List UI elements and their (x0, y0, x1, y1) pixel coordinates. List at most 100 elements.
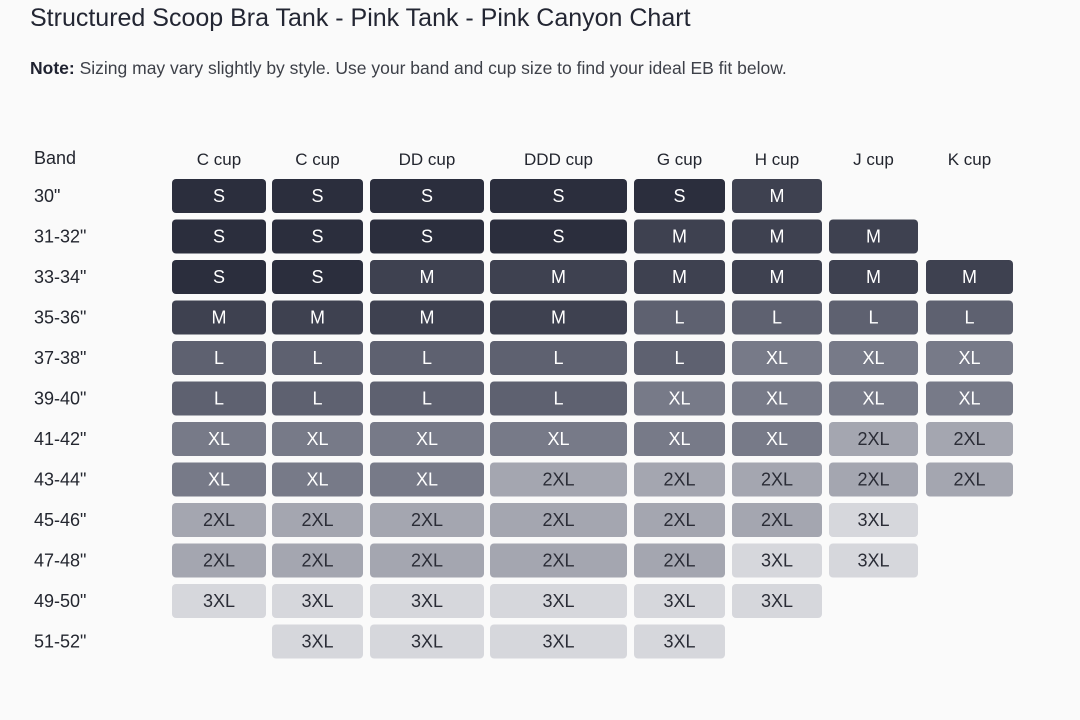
size-cell (490, 260, 627, 294)
size-cell (370, 503, 484, 537)
size-cell-label: L (312, 348, 322, 368)
size-cell (732, 179, 822, 213)
size-cell-label: S (311, 227, 323, 247)
size-cell-label: 3XL (411, 591, 443, 611)
size-cell-label: XL (862, 389, 884, 409)
size-cell-label: 2XL (203, 510, 235, 530)
size-cell-label: M (672, 227, 687, 247)
size-cell-label: M (310, 308, 325, 328)
size-cell-label: 3XL (663, 591, 695, 611)
size-cell-label: XL (668, 429, 690, 449)
size-cell (172, 300, 266, 335)
size-cell (172, 381, 266, 416)
size-cell-label: 2XL (542, 510, 574, 530)
size-cell (370, 260, 484, 294)
note-label: Note: (30, 58, 75, 78)
column-header-dd-cup: DD cup (399, 150, 456, 169)
size-cell-label: L (674, 308, 684, 328)
size-cell (490, 341, 627, 375)
size-cell-label: L (312, 389, 322, 409)
size-cell-label: S (552, 227, 564, 247)
size-cell (490, 219, 627, 254)
size-cell-label: 3XL (663, 632, 695, 652)
note-text: Sizing may vary slightly by style. Use y… (79, 58, 787, 78)
size-cell-label: 3XL (203, 591, 235, 611)
size-cell-label: 2XL (301, 551, 333, 571)
size-cell-label: 2XL (663, 510, 695, 530)
band-label-row: 51-52" (34, 632, 86, 652)
size-cell (272, 219, 363, 254)
size-cell (370, 179, 484, 213)
size-cell (370, 300, 484, 335)
size-cell-label: 2XL (663, 551, 695, 571)
size-cell-label: S (213, 186, 225, 206)
size-cell (490, 422, 627, 456)
size-cell (926, 341, 1013, 375)
size-cell-label: S (213, 227, 225, 247)
size-cell-label: M (420, 267, 435, 287)
size-cell-label: 2XL (411, 510, 443, 530)
size-cell (634, 584, 725, 618)
column-header-h-cup: H cup (755, 150, 799, 169)
size-cell (272, 341, 363, 375)
size-cell (172, 543, 266, 578)
size-cell-label: 3XL (761, 591, 793, 611)
size-cell (634, 260, 725, 294)
size-cell-label: XL (547, 429, 569, 449)
size-cell (172, 219, 266, 254)
size-cell (370, 584, 484, 618)
size-cell-label: 2XL (857, 429, 889, 449)
band-label-row: 37-38" (34, 348, 86, 368)
size-cell-label: L (214, 389, 224, 409)
size-cell-label: M (962, 267, 977, 287)
band-label-row: 33-34" (34, 267, 86, 287)
size-cell-label: XL (416, 470, 438, 490)
size-cell-label: 2XL (953, 470, 985, 490)
column-header-k-cup: K cup (948, 150, 991, 169)
size-cell-label: M (770, 267, 785, 287)
size-cell (829, 462, 918, 497)
size-cell-label: M (551, 308, 566, 328)
size-cell-label: 2XL (301, 510, 333, 530)
size-cell (926, 381, 1013, 416)
size-cell-label: 2XL (542, 470, 574, 490)
column-header-j-cup: J cup (853, 150, 894, 169)
size-cell (732, 219, 822, 254)
size-cell (272, 300, 363, 335)
size-cell-label: 3XL (301, 591, 333, 611)
size-cell-label: 3XL (857, 510, 889, 530)
size-cell (370, 543, 484, 578)
size-cell-label: 2XL (857, 470, 889, 490)
size-cell (829, 300, 918, 335)
size-cell (490, 179, 627, 213)
size-cell-label: XL (306, 470, 328, 490)
size-cell-label: 2XL (761, 510, 793, 530)
size-cell-label: L (422, 348, 432, 368)
size-cell-label: L (674, 348, 684, 368)
size-cell (732, 503, 822, 537)
size-cell (829, 503, 918, 537)
size-cell-label: 3XL (542, 632, 574, 652)
size-cell (370, 219, 484, 254)
size-cell-label: 2XL (411, 551, 443, 571)
size-cell (732, 381, 822, 416)
size-cell (926, 300, 1013, 335)
size-cell-label: L (868, 308, 878, 328)
band-header: Band (34, 148, 76, 168)
size-cell-label: M (212, 308, 227, 328)
size-cell-label: L (214, 348, 224, 368)
size-cell (272, 422, 363, 456)
band-label-row: 30" (34, 186, 60, 206)
size-cell-label: M (672, 267, 687, 287)
size-cell (272, 462, 363, 497)
size-cell (490, 503, 627, 537)
size-cell (272, 503, 363, 537)
size-cell (272, 381, 363, 416)
size-cell-label: XL (668, 389, 690, 409)
size-cell (926, 462, 1013, 497)
size-cell (634, 462, 725, 497)
column-header-g-cup: G cup (657, 150, 702, 169)
size-cell (272, 624, 363, 659)
size-cell-label: XL (306, 429, 328, 449)
